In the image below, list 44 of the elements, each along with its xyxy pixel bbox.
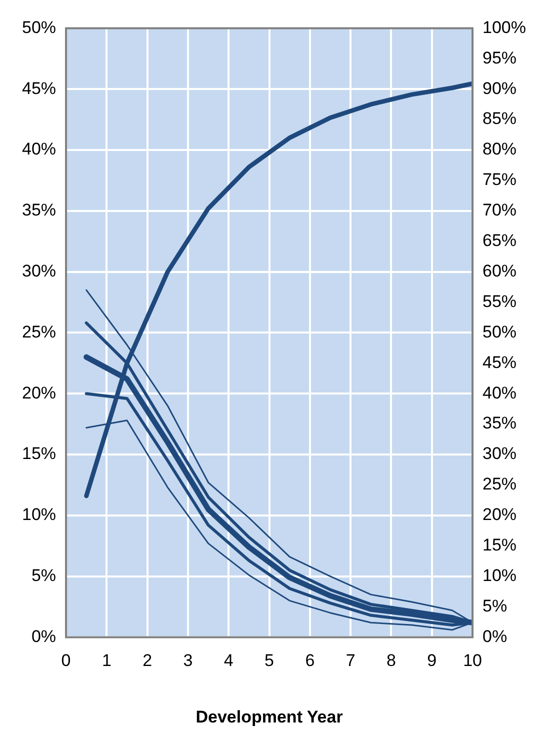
y2-tick-label: 30%	[482, 444, 517, 464]
y2-tick-label: 80%	[482, 140, 517, 159]
y-tick-label: 35%	[22, 200, 56, 220]
y-tick-label: 20%	[22, 383, 56, 402]
y-tick-label: 30%	[22, 261, 56, 280]
y2-tick-label: 75%	[482, 170, 517, 190]
y2-tick-label: 60%	[482, 261, 517, 280]
y2-tick-label: 95%	[482, 48, 517, 68]
y2-tick-label: 20%	[482, 505, 517, 524]
x-tick-label: 0	[61, 651, 71, 670]
y-tick-label: 10%	[22, 505, 56, 524]
x-tick-label: 4	[224, 651, 234, 670]
x-tick-label: 7	[346, 651, 356, 670]
y-tick-label: 50%	[22, 18, 56, 37]
y2-tick-label: 40%	[482, 383, 517, 402]
y2-tick-label: 65%	[482, 231, 517, 250]
x-tick-label: 1	[102, 651, 112, 670]
y-tick-label: 40%	[22, 140, 56, 159]
y-tick-label: 5%	[31, 566, 56, 585]
y2-tick-label: 85%	[482, 109, 517, 128]
y2-tick-label: 50%	[482, 322, 517, 342]
x-axis-title: Development Year	[196, 707, 344, 726]
y-tick-label: 15%	[22, 444, 56, 464]
x-tick-label: 6	[305, 651, 315, 670]
y2-tick-label: 45%	[482, 352, 517, 372]
y-tick-label: 0%	[31, 626, 56, 646]
y2-tick-label: 5%	[482, 596, 508, 616]
x-tick-label: 9	[427, 651, 437, 670]
x-tick-label: 10	[463, 651, 482, 670]
y2-tick-label: 15%	[482, 536, 517, 555]
x-tick-label: 5	[264, 651, 274, 670]
y2-tick-label: 90%	[482, 78, 517, 98]
y2-tick-label: 25%	[482, 474, 517, 494]
y2-tick-label: 70%	[482, 200, 517, 220]
x-tick-label: 2	[142, 651, 152, 670]
y2-tick-label: 10%	[482, 566, 517, 585]
y2-tick-label: 100%	[482, 18, 526, 37]
y2-tick-label: 35%	[482, 414, 517, 433]
x-tick-label: 8	[386, 651, 396, 670]
y2-tick-label: 0%	[482, 626, 508, 646]
y2-tick-label: 55%	[482, 292, 517, 311]
y-tick-label: 25%	[22, 322, 56, 342]
x-tick-label: 3	[183, 651, 193, 670]
y-tick-label: 45%	[22, 78, 56, 98]
